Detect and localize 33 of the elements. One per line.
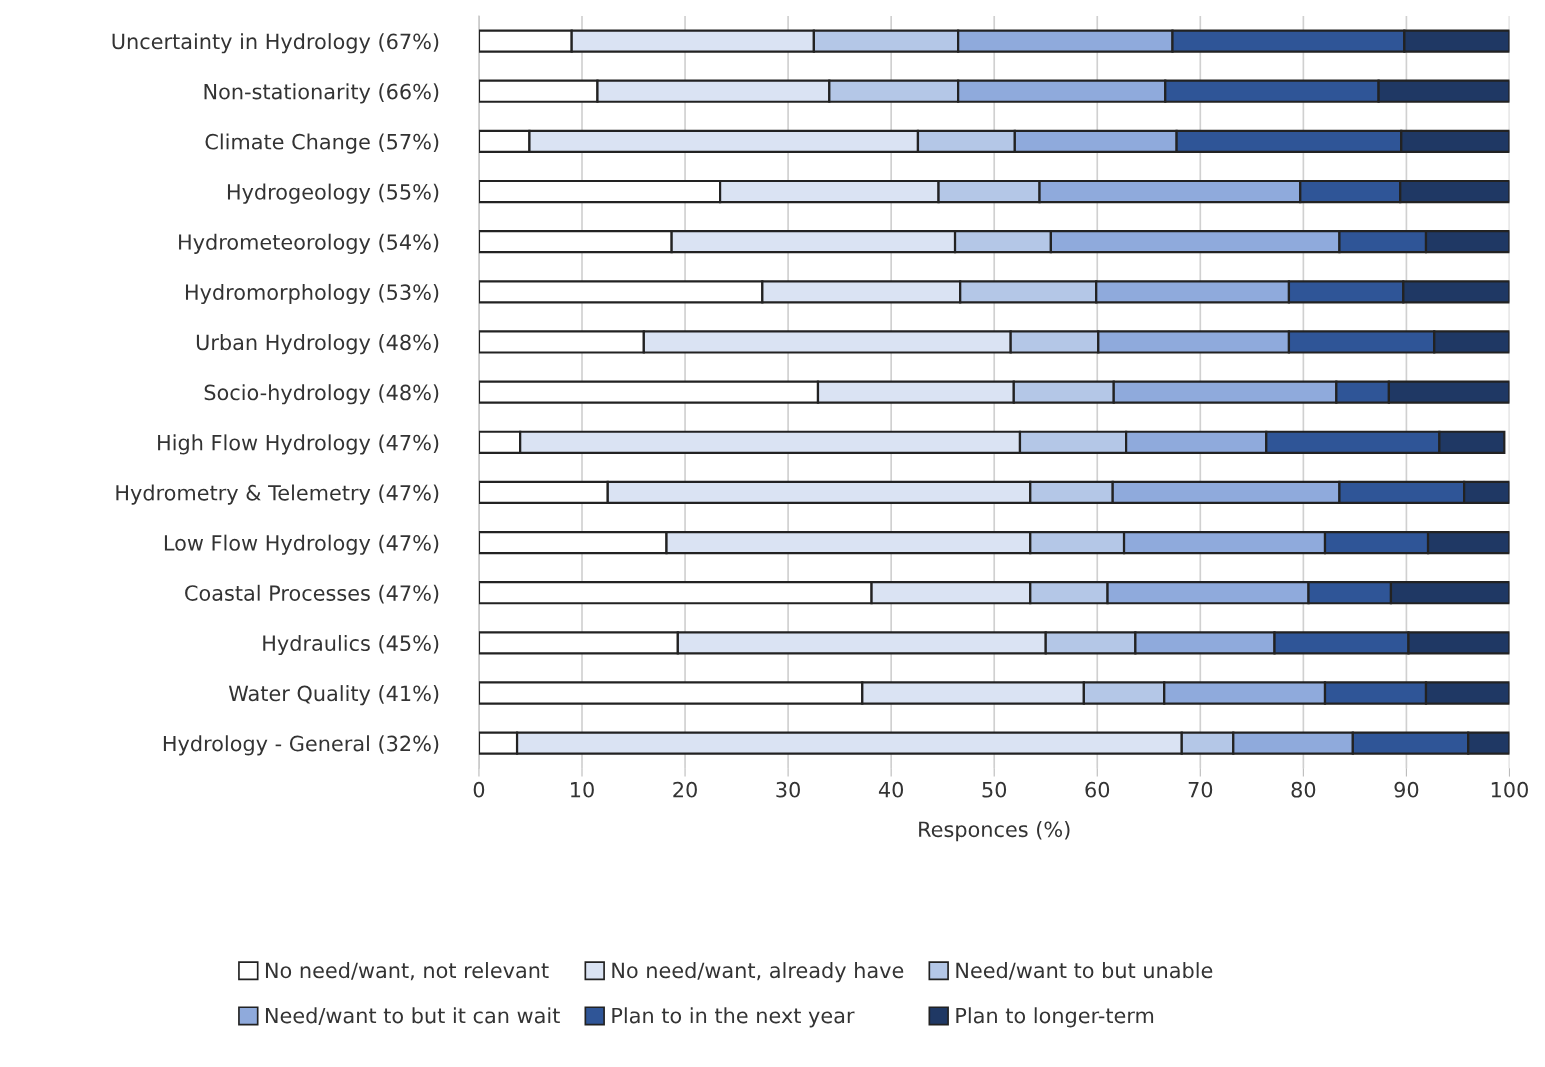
y-tick-label: Low Flow Hydrology (47%): [164, 534, 439, 555]
y-tick-label: Hydrology - General (32%): [163, 735, 439, 756]
x-tick-label: 60: [1085, 781, 1110, 798]
legend-label: No need/want, already have: [612, 962, 904, 983]
legend-label: Plan to longer-term: [956, 1007, 1154, 1028]
x-tick-label: 90: [1394, 781, 1419, 798]
y-tick-label: Water Quality (41%): [228, 685, 439, 706]
y-tick-label: Climate Change (57%): [205, 133, 439, 154]
y-tick-label: Non-stationarity (66%): [204, 83, 439, 104]
y-tick-label: Urban Hydrology (48%): [196, 334, 439, 355]
x-tick-label: 80: [1291, 781, 1316, 798]
y-tick-label: Hydromorphology (53%): [185, 283, 439, 305]
y-tick-label: Hydraulics (45%): [263, 634, 439, 656]
y-tick-label: Uncertainty in Hydrology (67%): [112, 33, 439, 54]
y-tick-label: Hydrometeorology (54%): [179, 233, 439, 254]
legend-label: No need/want, not relevant: [265, 962, 549, 981]
x-tick-label: 20: [673, 781, 697, 798]
y-tick-label: Socio-hydrology (48%): [204, 384, 439, 405]
x-tick-label: 100: [1491, 781, 1528, 798]
legend-label: Need/want to but unable: [956, 962, 1213, 980]
y-tick-label: Hydrogeology (55%): [227, 183, 439, 204]
legend-label: Need/want to but it can wait: [265, 1007, 560, 1026]
x-tick-label: 50: [982, 781, 1007, 798]
y-tick-label: Coastal Processes (47%): [185, 584, 439, 604]
x-tick-label: 10: [571, 781, 594, 798]
x-tick-label: 40: [878, 781, 904, 798]
x-tick-label: 70: [1188, 781, 1213, 798]
legend-label: Plan to in the next year: [612, 1007, 855, 1028]
y-tick-label: Hydrometry & Telemetry (47%): [116, 484, 439, 505]
x-tick-label: 0: [473, 781, 485, 798]
x-tick-label: 30: [776, 781, 800, 798]
y-tick-label: High Flow Hydrology (47%): [158, 434, 439, 455]
x-axis-title: Responces (%): [919, 821, 1070, 842]
